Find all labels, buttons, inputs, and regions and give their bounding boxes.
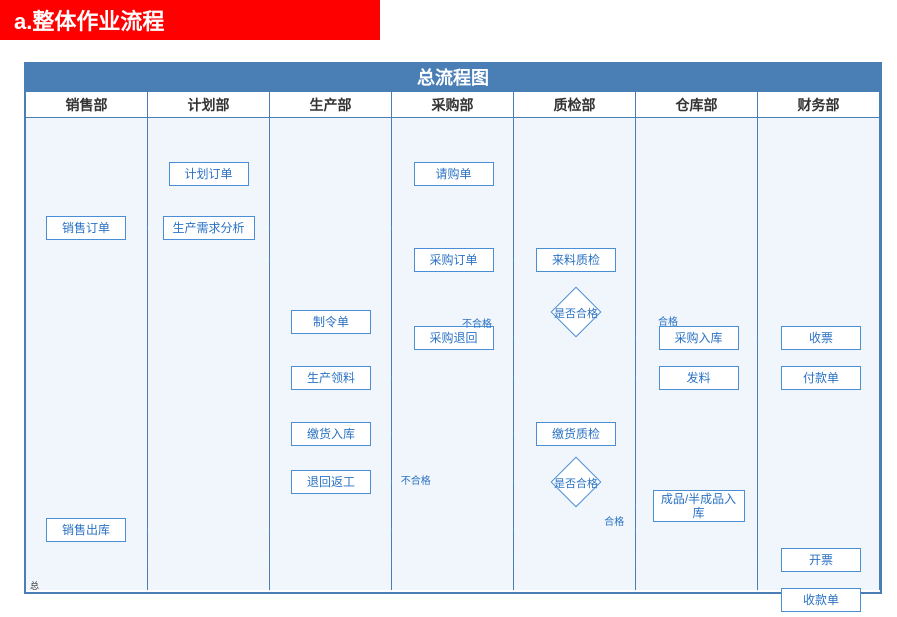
chart-title: 总流程图: [26, 64, 880, 92]
lane-header: 质检部: [514, 92, 635, 118]
lane-header: 计划部: [148, 92, 269, 118]
section-header-text: a.整体作业流程: [14, 4, 164, 36]
node-material_pick: 生产领料: [291, 366, 371, 390]
node-purchase_req: 请购单: [414, 162, 494, 186]
node-pay_qc: 缴货质检: [536, 422, 616, 446]
flowchart-container: 总流程图 销售部计划部生产部采购部质检部仓库部财务部销售订单销售出库 计划订单生产…: [24, 62, 882, 594]
lane-0: 销售部: [26, 92, 148, 590]
node-purchase_in: 采购入库: [659, 326, 739, 350]
node-receipt: 收款单: [781, 588, 861, 612]
node-sales_order: 销售订单: [46, 216, 126, 240]
node-purchase_order: 采购订单: [414, 248, 494, 272]
lane-header: 销售部: [26, 92, 147, 118]
node-sales_out: 销售出库: [46, 518, 126, 542]
lane-body: [148, 118, 269, 590]
node-receive_invoice: 收票: [781, 326, 861, 350]
edge-label: 合格: [604, 513, 624, 528]
edge-label: 不合格: [401, 472, 431, 487]
node-invoice: 开票: [781, 548, 861, 572]
lane-body: [270, 118, 391, 590]
node-incoming_qc: 来料质检: [536, 248, 616, 272]
node-work_order: 制令单: [291, 310, 371, 334]
swimlanes: 销售部计划部生产部采购部质检部仓库部财务部销售订单销售出库 计划订单生产需求分析制…: [26, 92, 880, 590]
lane-2: 生产部: [270, 92, 392, 590]
lane-header: 采购部: [392, 92, 513, 118]
node-pay_in: 缴货入库: [291, 422, 371, 446]
lane-header: 生产部: [270, 92, 391, 118]
side-label: 总: [28, 581, 41, 590]
lane-header: 仓库部: [636, 92, 757, 118]
node-finished_in: 成品/半成品入库: [653, 490, 745, 522]
node-plan_order: 计划订单: [169, 162, 249, 186]
lane-body: [392, 118, 513, 590]
node-payment: 付款单: [781, 366, 861, 390]
lane-body: [758, 118, 879, 590]
edge-label: 不合格: [462, 315, 492, 330]
node-issue_material: 发料: [659, 366, 739, 390]
section-header: a.整体作业流程: [0, 0, 380, 40]
node-demand_analysis: 生产需求分析: [163, 216, 255, 240]
lane-header: 财务部: [758, 92, 879, 118]
edge-label: 合格: [658, 313, 678, 328]
node-return_rework: 退回返工: [291, 470, 371, 494]
